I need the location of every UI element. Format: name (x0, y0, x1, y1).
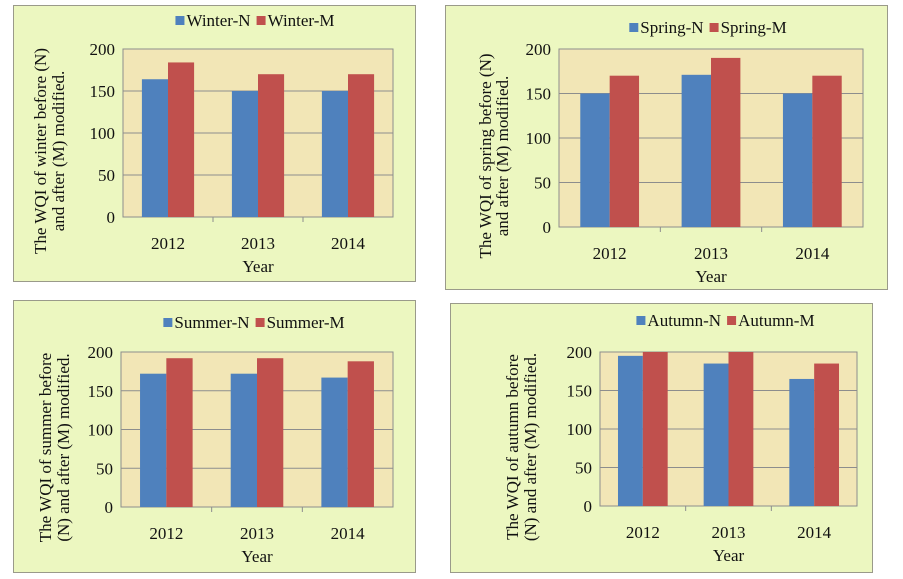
x-tick-label: 2012 (626, 523, 660, 542)
y-axis-title: (N) and after (M) modified. (54, 353, 73, 541)
x-tick-label: 2013 (694, 244, 728, 263)
chart-svg: 0 50 100 150 200 2012 2013 2014 Year The WQI of s… (36, 313, 394, 566)
y-tick-label: 0 (543, 218, 552, 237)
bar-summer-m (166, 358, 193, 507)
x-axis-title: Year (713, 546, 745, 565)
bar-winter-n (321, 91, 348, 217)
y-axis-title: and after (M) modified. (49, 71, 68, 232)
y-axis-title: The WQI of winter before (N) (31, 48, 50, 254)
bar-summer-n (230, 373, 257, 507)
y-axis-title: The WQI of autumn before (503, 354, 522, 540)
chart-summer: 0 50 100 150 200 2012 2013 2014 Year The WQI of s… (13, 300, 416, 573)
x-tick-label: 2012 (149, 524, 183, 543)
y-axis-title: (N) and after (M) modified. (521, 353, 540, 541)
bar-spring-m (609, 75, 640, 227)
bar-spring-n (681, 74, 711, 227)
bar-winter-n (231, 91, 258, 217)
bar-summer-n (140, 373, 167, 507)
y-tick-label: 50 (98, 166, 115, 185)
legend-label: Autumn-M (738, 311, 815, 330)
bar-winter-m (258, 74, 285, 217)
legend: Autumn-N Autumn-M (636, 311, 815, 330)
y-tick-label: 0 (584, 497, 593, 516)
legend-swatch (636, 316, 646, 325)
bar-winter-n (141, 79, 168, 218)
legend-swatch (629, 23, 639, 32)
bar-summer-m (347, 361, 374, 507)
y-tick-label: 200 (567, 343, 593, 362)
x-tick-label: 2014 (795, 244, 830, 263)
x-tick-label: 2013 (240, 524, 274, 543)
bar-spring-m (812, 75, 842, 227)
chart-autumn: 0 50 100 150 200 2012 2013 2014 Year The WQI of a… (450, 303, 873, 573)
y-tick-label: 100 (567, 420, 593, 439)
bar-summer-m (257, 358, 284, 507)
bar-autumn-n (703, 363, 729, 506)
x-axis-title: Year (242, 257, 274, 276)
x-tick-label: 2013 (241, 234, 275, 253)
bar-autumn-m (642, 352, 668, 506)
legend: Summer-N Summer-M (163, 313, 345, 332)
y-tick-label: 150 (567, 382, 593, 401)
y-tick-label: 100 (526, 129, 552, 148)
legend-label: Spring-M (721, 18, 787, 37)
legend-label: Winter-M (268, 11, 335, 30)
x-tick-label: 2014 (331, 524, 366, 543)
x-tick-label: 2012 (151, 234, 185, 253)
chart-svg: 0 50 100 150 200 2012 2013 2014 Year The WQI of s… (476, 18, 864, 286)
legend: Winter-N Winter-M (175, 11, 335, 30)
bar-spring-n (782, 93, 813, 227)
bar-spring-m (711, 57, 741, 228)
y-tick-label: 200 (526, 40, 552, 59)
bar-winter-m (168, 62, 195, 217)
y-tick-label: 50 (96, 459, 113, 478)
chart-svg: 0 50 100 150 200 2012 2013 2014 Year The WQI of a… (503, 311, 858, 565)
bar-winter-m (348, 74, 375, 217)
bar-spring-n (580, 93, 610, 227)
x-axis-title: Year (695, 267, 727, 286)
legend-swatch (727, 316, 737, 325)
y-axis-title: The WQI of summer before (36, 353, 55, 542)
chart-svg: 0 50 100 150 200 2012 2013 2014 Year The WQI of w… (31, 11, 394, 276)
legend-label: Spring-N (640, 18, 703, 37)
chart-winter: 0 50 100 150 200 2012 2013 2014 Year The WQI of w… (13, 5, 416, 282)
y-tick-label: 100 (90, 124, 116, 143)
bar-summer-n (321, 377, 348, 507)
y-axis-title: and after (M) modified. (493, 76, 512, 237)
legend-swatch (175, 16, 185, 25)
y-tick-label: 0 (107, 208, 116, 227)
legend: Spring-N Spring-M (629, 18, 787, 37)
legend-label: Summer-M (267, 313, 345, 332)
y-tick-label: 150 (88, 382, 114, 401)
y-tick-label: 200 (88, 343, 114, 362)
y-tick-label: 0 (105, 498, 114, 517)
legend-swatch (709, 23, 719, 32)
legend-label: Winter-N (186, 11, 250, 30)
legend-swatch (163, 318, 173, 327)
legend-swatch (256, 16, 266, 25)
legend-label: Summer-N (174, 313, 249, 332)
bar-autumn-m (728, 352, 754, 506)
y-tick-label: 150 (526, 85, 552, 104)
legend-swatch (255, 318, 265, 327)
y-tick-label: 100 (88, 421, 114, 440)
y-tick-label: 50 (534, 174, 551, 193)
bar-autumn-m (814, 363, 840, 506)
bar-autumn-n (617, 355, 643, 506)
y-tick-label: 150 (90, 82, 116, 101)
x-axis-title: Year (241, 547, 273, 566)
legend-label: Autumn-N (647, 311, 721, 330)
chart-spring: 0 50 100 150 200 2012 2013 2014 Year The WQI of s… (445, 5, 888, 290)
y-tick-label: 50 (575, 459, 592, 478)
x-tick-label: 2012 (593, 244, 627, 263)
y-tick-label: 200 (90, 40, 116, 59)
x-tick-label: 2014 (797, 523, 832, 542)
x-tick-label: 2014 (331, 234, 366, 253)
bar-autumn-n (789, 378, 815, 506)
x-tick-label: 2013 (712, 523, 746, 542)
y-axis-title: The WQI of spring before (N) (476, 53, 495, 258)
